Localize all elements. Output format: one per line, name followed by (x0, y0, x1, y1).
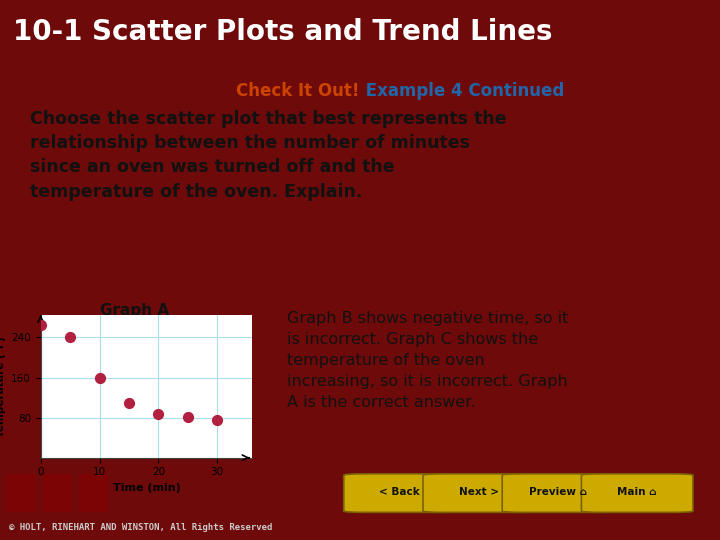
FancyBboxPatch shape (79, 474, 108, 512)
FancyBboxPatch shape (344, 474, 456, 512)
Text: Next >: Next > (459, 487, 499, 497)
X-axis label: Time (min): Time (min) (113, 483, 181, 493)
Text: 10-1 Scatter Plots and Trend Lines: 10-1 Scatter Plots and Trend Lines (13, 18, 552, 46)
FancyBboxPatch shape (582, 474, 693, 512)
Point (35, 321, 47, 329)
Text: © HOLT, RINEHART AND WINSTON, All Rights Reserved: © HOLT, RINEHART AND WINSTON, All Rights… (9, 523, 272, 532)
Point (94, 373, 105, 382)
FancyBboxPatch shape (423, 474, 534, 512)
Y-axis label: Temperature (°F): Temperature (°F) (0, 336, 6, 437)
Text: Check It Out!: Check It Out! (236, 82, 360, 99)
Text: Main ⌂: Main ⌂ (618, 487, 657, 497)
Text: < Back: < Back (379, 487, 420, 497)
Text: Preview ⌂: Preview ⌂ (529, 487, 587, 497)
Point (212, 416, 223, 424)
Text: Example 4 Continued: Example 4 Continued (360, 82, 564, 99)
Text: Graph A: Graph A (100, 303, 169, 318)
FancyBboxPatch shape (503, 474, 614, 512)
Text: Choose the scatter plot that best represents the
relationship between the number: Choose the scatter plot that best repres… (30, 110, 507, 201)
FancyBboxPatch shape (7, 474, 36, 512)
Point (64, 333, 76, 342)
Text: Graph B shows negative time, so it
is incorrect. Graph C shows the
temperature o: Graph B shows negative time, so it is in… (287, 311, 569, 410)
Point (153, 409, 164, 418)
FancyBboxPatch shape (43, 474, 72, 512)
Point (182, 413, 194, 421)
Point (123, 399, 135, 407)
